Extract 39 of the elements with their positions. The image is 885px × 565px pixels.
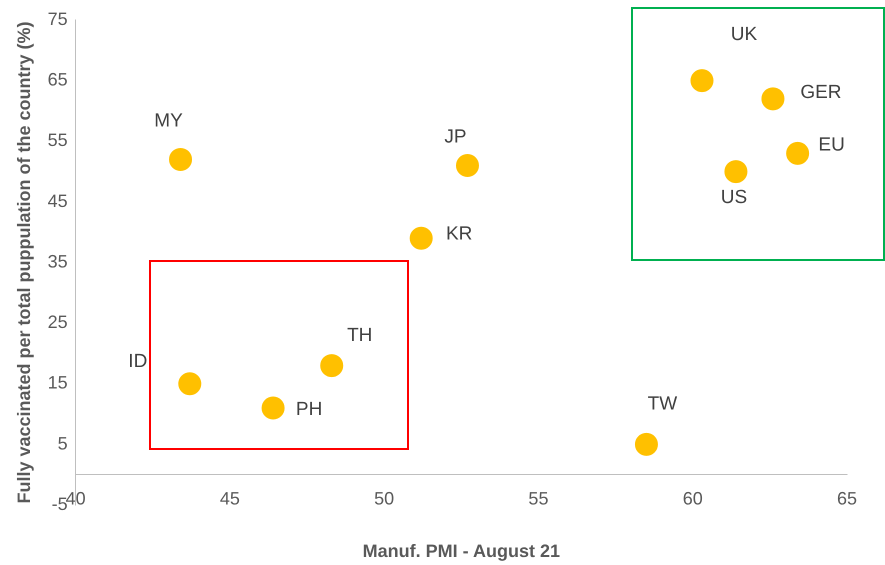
annotation: MY xyxy=(154,110,184,132)
x-tick-label: 65 xyxy=(836,488,858,508)
annotation: TH xyxy=(347,324,372,346)
x-tick-label: 40 xyxy=(66,488,86,508)
point xyxy=(786,142,810,165)
point xyxy=(456,154,479,177)
y-tick-label: 45 xyxy=(48,190,68,211)
annotation: EU xyxy=(818,134,845,156)
annotation: JP xyxy=(444,126,467,148)
y-tick-label: -5 xyxy=(52,494,68,514)
y-axis-title: Fully vaccinated per total puppulation of the country (%) xyxy=(14,21,34,504)
annotation: US xyxy=(720,186,748,208)
annotation: UK xyxy=(730,24,758,45)
x-tick-label: 55 xyxy=(528,488,548,508)
annotation: ID xyxy=(128,350,148,372)
point xyxy=(410,226,433,250)
x-tick-label: 60 xyxy=(682,488,703,508)
x-tick-label: 45 xyxy=(220,488,240,508)
y-tick-label: 65 xyxy=(48,70,68,90)
point xyxy=(169,148,192,171)
x-axis-title: Manuf. PMI - August 21 xyxy=(362,541,560,561)
annotation: TW xyxy=(648,394,678,415)
point xyxy=(690,69,714,92)
point xyxy=(320,354,344,378)
point xyxy=(634,432,658,456)
point xyxy=(178,372,202,396)
annotation: GER xyxy=(800,82,842,104)
annotation: PH xyxy=(296,399,322,420)
point xyxy=(724,160,748,184)
y-tick-label: 5 xyxy=(58,433,68,454)
y-tick-label: 15 xyxy=(48,372,68,393)
y-tick-label: 75 xyxy=(48,8,68,29)
point xyxy=(761,87,784,110)
y-tick-label: 25 xyxy=(48,312,68,332)
x-tick-label: 50 xyxy=(374,488,394,508)
annotation: KR xyxy=(446,223,472,244)
y-tick-label: 55 xyxy=(48,130,68,150)
point xyxy=(262,396,285,420)
y-tick-label: 35 xyxy=(48,251,68,272)
